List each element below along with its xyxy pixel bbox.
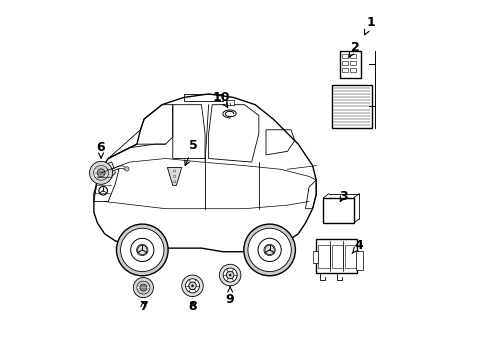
Polygon shape <box>94 94 316 252</box>
Circle shape <box>121 228 163 271</box>
Circle shape <box>116 224 168 276</box>
Text: 5: 5 <box>184 139 198 166</box>
Circle shape <box>93 165 108 180</box>
Circle shape <box>89 161 112 184</box>
Circle shape <box>97 169 105 177</box>
Circle shape <box>136 244 148 256</box>
Text: 1: 1 <box>364 16 374 35</box>
Text: 6: 6 <box>97 141 105 158</box>
Text: 8: 8 <box>188 300 196 313</box>
Circle shape <box>124 167 129 171</box>
Circle shape <box>133 278 153 298</box>
Text: 3: 3 <box>338 190 346 203</box>
Bar <box>331 244 343 268</box>
Bar <box>317 244 329 268</box>
Bar <box>316 239 357 273</box>
Bar <box>349 54 355 58</box>
Bar <box>345 244 356 268</box>
Circle shape <box>173 175 175 177</box>
Circle shape <box>258 238 281 262</box>
Circle shape <box>247 228 291 271</box>
Circle shape <box>229 274 231 276</box>
Bar <box>332 85 371 128</box>
Bar <box>339 51 360 78</box>
Circle shape <box>185 279 199 293</box>
Text: 7: 7 <box>139 300 147 313</box>
Circle shape <box>182 275 203 297</box>
Text: 9: 9 <box>225 287 234 306</box>
Bar <box>312 251 317 263</box>
Circle shape <box>219 264 241 286</box>
Bar <box>349 61 355 65</box>
Bar <box>342 54 347 58</box>
Text: 2: 2 <box>348 41 359 57</box>
Bar <box>355 251 362 270</box>
Bar <box>349 68 355 72</box>
Circle shape <box>244 224 295 276</box>
Circle shape <box>173 181 175 183</box>
Polygon shape <box>167 167 182 185</box>
Circle shape <box>140 284 146 291</box>
Circle shape <box>264 244 275 256</box>
Circle shape <box>137 281 150 294</box>
Circle shape <box>173 170 175 172</box>
Circle shape <box>191 285 193 287</box>
Circle shape <box>130 238 154 262</box>
Bar <box>323 198 353 223</box>
Circle shape <box>226 271 233 279</box>
Text: 4: 4 <box>351 239 363 253</box>
Bar <box>342 61 347 65</box>
Bar <box>342 68 347 72</box>
Circle shape <box>223 268 237 282</box>
Text: 10: 10 <box>212 91 229 107</box>
Circle shape <box>188 282 196 289</box>
Polygon shape <box>112 166 126 171</box>
Bar <box>225 100 234 105</box>
